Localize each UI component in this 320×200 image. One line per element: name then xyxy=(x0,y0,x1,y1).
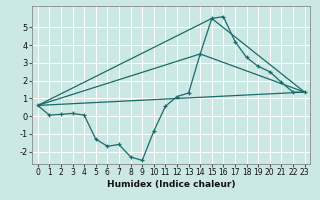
X-axis label: Humidex (Indice chaleur): Humidex (Indice chaleur) xyxy=(107,180,236,189)
